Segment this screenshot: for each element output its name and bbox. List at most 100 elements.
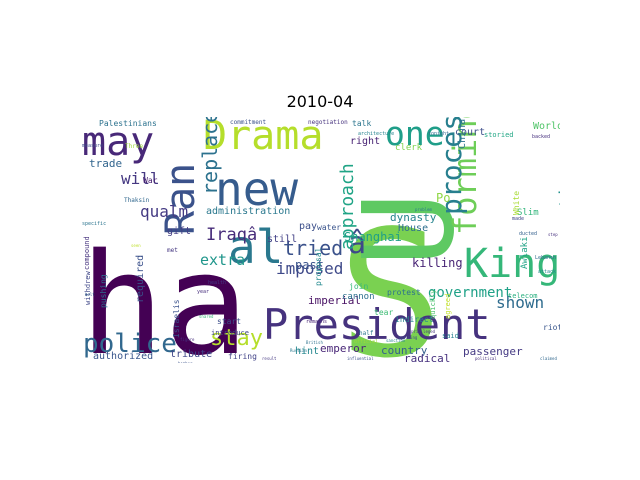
word-palestinians: Palestinians xyxy=(99,119,157,128)
word-drama: Drama xyxy=(203,117,323,159)
word-storied: storied xyxy=(484,131,514,139)
word-police: police xyxy=(83,329,177,359)
word-russian: Russian xyxy=(290,348,307,353)
word-cloud: ha S U President new Drama Ran may al King one poli… xyxy=(80,117,560,363)
word-specific: specific xyxy=(82,221,106,227)
word-lebanon: Lebanon xyxy=(535,255,556,261)
word-belt: belt xyxy=(85,292,95,297)
word-iraq: Iraqâ xyxy=(206,225,257,245)
word-s: S xyxy=(338,194,443,363)
word-al: al xyxy=(228,220,283,274)
word-problem: problem xyxy=(415,207,432,212)
word-authorized: authorized xyxy=(93,351,153,362)
word-killing: killing xyxy=(412,256,463,270)
word-white: White xyxy=(512,191,521,215)
word-king: King xyxy=(464,241,560,287)
word-replace: replace xyxy=(198,117,222,195)
word-approach: approach xyxy=(337,163,358,250)
word-riot: riot xyxy=(543,323,560,332)
word-past: past xyxy=(295,258,324,272)
word-process: process xyxy=(435,117,468,215)
word-result: result xyxy=(262,356,277,361)
word-awlaki: Awlaki xyxy=(520,236,530,269)
word-ducted: ducted xyxy=(519,231,537,237)
word-required: required xyxy=(135,255,146,303)
word-official: official xyxy=(354,339,378,345)
word-imposed: imposed xyxy=(276,259,343,278)
word-start: start xyxy=(217,317,241,326)
word-talk: talk xyxy=(352,119,371,128)
word-scrutiny: scrutiny xyxy=(556,165,560,252)
word-figure: figure xyxy=(180,337,195,342)
word-shared: shared xyxy=(199,314,214,319)
word-ran: Ran xyxy=(158,163,204,235)
word-negotiation: negotiation xyxy=(308,119,348,126)
word-hint: hint xyxy=(295,346,319,357)
word-withdrew: withdrew xyxy=(84,270,92,305)
word-bomber: bomber xyxy=(178,361,193,363)
word-world: World xyxy=(533,121,560,132)
word-war: War xyxy=(143,176,158,185)
word-radical: radical xyxy=(404,352,450,363)
word-glyph-15: â xyxy=(348,226,366,261)
word-will: will xyxy=(121,169,160,188)
word-u: U xyxy=(337,192,482,267)
word-emperor: emperor xyxy=(320,342,367,355)
word-government: government xyxy=(428,285,512,301)
word-half: half xyxy=(359,330,374,337)
word-commitment: commitment xyxy=(230,119,267,126)
word-proposal: proposal xyxy=(314,247,323,286)
word-influential: influential xyxy=(347,356,374,361)
word-health: health xyxy=(208,280,226,286)
word-protest: protest xyxy=(387,288,421,297)
word-water: water xyxy=(317,223,341,232)
word-remains: remains xyxy=(306,319,327,325)
word-right: right xyxy=(350,136,380,147)
word-telecom: telecom xyxy=(508,292,538,300)
word-tonight: tonight xyxy=(428,131,449,137)
word-president: President xyxy=(263,300,491,349)
word-may: may xyxy=(82,119,154,165)
word-political: political xyxy=(475,356,497,361)
word-awaiting: awaiting xyxy=(398,335,418,340)
word-architecture: architecture xyxy=(358,131,394,137)
word-administration: administration xyxy=(206,206,290,217)
word-stay: stay xyxy=(210,326,263,351)
word-one: one xyxy=(385,117,445,153)
word-dynasty: dynasty xyxy=(390,211,437,224)
word-measure: measure xyxy=(82,143,103,149)
word-compound: compound xyxy=(83,236,91,270)
word-israelis: Israelis xyxy=(172,299,181,338)
word-claimed: claimed xyxy=(540,356,557,361)
word-slim: Slim xyxy=(517,208,539,218)
word-forming: forming xyxy=(446,117,484,235)
word-seen: seen xyxy=(131,243,141,248)
word-introduce: introduce xyxy=(211,329,249,337)
word-po: Po xyxy=(436,191,450,205)
word-new: new xyxy=(215,162,298,216)
word-indirect: indirect xyxy=(395,315,434,324)
word-shanghai: Shanghai xyxy=(344,230,402,244)
word-made: made xyxy=(512,216,524,222)
word-cannon: cannon xyxy=(342,292,375,302)
word-firing: firing xyxy=(228,352,257,361)
word-join: join xyxy=(349,282,368,291)
word-gift: gift xyxy=(167,226,191,237)
word-agreed: agreed xyxy=(444,294,452,319)
word-step: step xyxy=(548,232,558,237)
word-british: British xyxy=(306,340,323,345)
word-extra: extra xyxy=(200,251,245,269)
word-tribute: tribute xyxy=(170,349,212,360)
word-shown: shown xyxy=(496,293,544,312)
word-imperial: imperial xyxy=(308,294,361,307)
word-quickly: quickly xyxy=(429,289,437,319)
word-year: year xyxy=(197,289,209,295)
word-sanction: sanction xyxy=(386,338,406,343)
word-privileged: privileged xyxy=(411,329,436,334)
word-tear: tear xyxy=(374,308,393,317)
word-ha: ha xyxy=(80,224,249,363)
word-clerk: clerk xyxy=(395,143,423,153)
word-attack: attack xyxy=(538,269,556,275)
word-pay: pay xyxy=(299,221,317,232)
word-tried: tried xyxy=(283,236,343,260)
